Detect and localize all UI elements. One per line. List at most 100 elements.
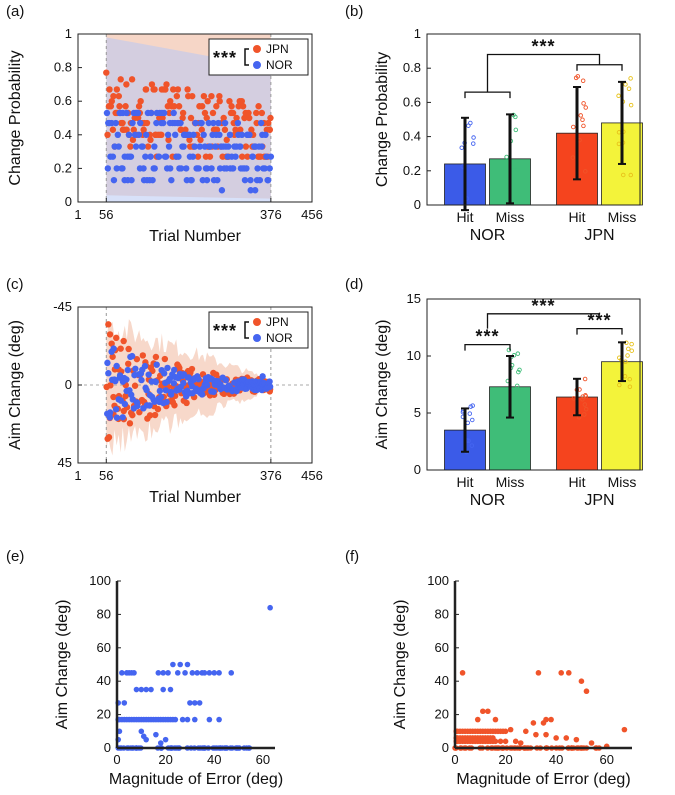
nor-point	[157, 740, 164, 746]
individual-point	[583, 406, 589, 412]
nor-point	[134, 109, 142, 117]
x-tick-label-e: 40	[207, 752, 221, 767]
nor-outlier-point	[112, 406, 120, 413]
panel-label-c: (c)	[6, 276, 24, 293]
nor-point	[266, 378, 273, 385]
nor-point	[254, 165, 261, 172]
jpn-point	[245, 109, 252, 117]
y-tick-label-a: 0	[65, 194, 72, 209]
nor-point	[177, 661, 183, 668]
nor-point	[210, 119, 217, 127]
nor-point	[266, 165, 273, 172]
x-axis-label-a: Trial Number	[149, 228, 242, 245]
jpn-point	[474, 716, 481, 723]
jpn-point	[158, 131, 165, 138]
legend-box-c	[208, 311, 309, 349]
nor-point	[128, 176, 135, 184]
y-axis-label-d: Aim Change (deg)	[374, 320, 391, 450]
nor-point	[189, 153, 197, 160]
jpn-point	[110, 393, 117, 401]
jpn-point	[229, 109, 237, 117]
jpn-point	[179, 109, 187, 117]
x-tick-label-f: 0	[451, 752, 458, 767]
nor-point	[257, 119, 265, 127]
x-tick-label-b: Miss	[496, 209, 525, 225]
y-tick-label-b: 0.6	[403, 94, 421, 109]
nor-point	[195, 375, 202, 383]
jpn-point	[140, 126, 147, 133]
individual-point	[582, 412, 587, 417]
legend-jpn-label-c: JPN	[266, 315, 289, 329]
nor-point	[182, 670, 188, 676]
y-tick-label-c: -45	[53, 299, 72, 314]
jpn-point	[492, 738, 499, 745]
individual-point	[517, 367, 522, 373]
sig-label: ***	[475, 327, 499, 347]
y-tick-label-a: 1	[65, 26, 72, 41]
legend-nor-label-a: NOR	[266, 58, 293, 72]
jpn-point	[246, 114, 253, 122]
jpn-point	[151, 86, 158, 93]
y-tick-label-b: 0	[414, 197, 421, 212]
jpn-point	[543, 731, 549, 738]
jpn-point	[167, 98, 174, 105]
nor-point	[135, 131, 143, 138]
legend-nor-marker-c	[253, 334, 261, 342]
nor-point	[125, 131, 133, 138]
group-label-jpn-b: JPN	[584, 227, 614, 244]
jpn-point	[133, 355, 141, 363]
nor-point	[148, 686, 154, 693]
legend-significance-a: ***	[213, 48, 237, 68]
individual-point	[515, 351, 521, 356]
x-tick-label-e: 20	[158, 752, 172, 767]
x-tick-label-b: Hit	[456, 209, 473, 225]
jpn-point	[244, 153, 251, 160]
jpn-point	[265, 119, 272, 127]
nor-point	[143, 386, 150, 394]
y-tick-label-d: 10	[407, 348, 421, 363]
nor-point	[170, 109, 177, 117]
nor-point	[146, 402, 153, 409]
jpn-point	[173, 92, 181, 100]
jpn-point	[198, 103, 206, 110]
nor-point	[151, 165, 158, 172]
sig-label: ***	[587, 311, 611, 331]
jpn-point	[106, 331, 114, 338]
legend-jpn-label-a: JPN	[266, 42, 289, 56]
jpn-point	[152, 353, 160, 361]
nor-point	[238, 131, 246, 138]
jpn-point	[480, 708, 486, 715]
legend-bracket-c	[244, 321, 249, 339]
nor-point	[229, 165, 237, 172]
jpn-point	[492, 716, 499, 723]
jpn-point	[130, 126, 137, 133]
x-tick-label-d: Miss	[496, 474, 525, 490]
x-axis-label-f: Magnitude of Error (deg)	[456, 771, 630, 788]
nor-point	[103, 109, 111, 117]
nor-point	[162, 387, 170, 394]
nor-point	[119, 414, 126, 421]
jpn-point	[104, 131, 111, 138]
jpn-point	[588, 740, 595, 746]
x-tick-label-f: 20	[498, 752, 512, 767]
y-tick-label-f: 20	[435, 707, 449, 722]
nor-point	[172, 131, 179, 138]
nor-point	[214, 176, 221, 184]
y-tick-label-f: 60	[435, 640, 449, 655]
nor-point	[249, 153, 256, 160]
x-tick-label-b: Miss	[608, 209, 637, 225]
x-tick-label-e: 60	[256, 752, 270, 767]
jpn-point	[179, 114, 186, 122]
jpn-point	[248, 126, 255, 133]
jpn-point	[184, 86, 191, 93]
jpn-point	[535, 670, 542, 676]
jpn-point	[103, 69, 110, 76]
nor-point	[262, 131, 269, 138]
jpn-point	[512, 738, 519, 745]
sig-label: ***	[531, 37, 555, 57]
jpn-point	[253, 109, 260, 117]
nor-point	[148, 109, 155, 117]
jpn-point	[216, 92, 223, 100]
nor-point	[201, 670, 208, 676]
x-tick-label-a: 456	[301, 207, 323, 222]
